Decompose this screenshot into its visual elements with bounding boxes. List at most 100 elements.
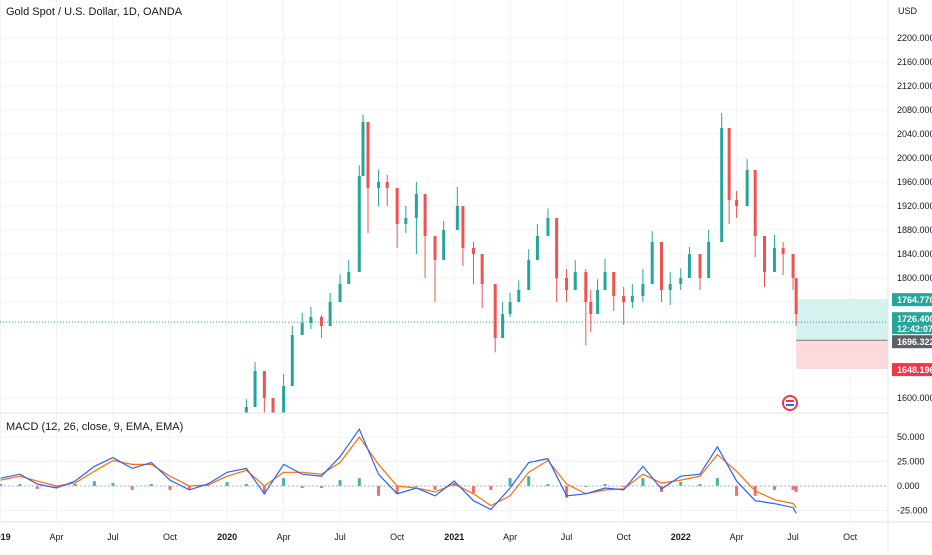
- candle-body[interactable]: [707, 242, 711, 278]
- candle-body[interactable]: [385, 182, 389, 188]
- macd-histogram-bar[interactable]: [679, 482, 683, 486]
- macd-histogram-bar[interactable]: [735, 486, 739, 496]
- macd-histogram-bar[interactable]: [282, 478, 286, 486]
- candle-body[interactable]: [668, 284, 672, 290]
- macd-histogram-bar[interactable]: [395, 486, 399, 494]
- candle-body[interactable]: [753, 170, 757, 236]
- candle-body[interactable]: [300, 323, 304, 335]
- candle-body[interactable]: [698, 254, 702, 278]
- candle-body[interactable]: [501, 314, 505, 338]
- candle-body[interactable]: [262, 371, 266, 398]
- candle-body[interactable]: [455, 206, 459, 230]
- candle-body[interactable]: [290, 335, 294, 386]
- macd-histogram-bar[interactable]: [187, 486, 191, 490]
- stop-loss-zone[interactable]: [796, 340, 888, 370]
- flag-icon[interactable]: [782, 395, 798, 411]
- macd-histogram-bar[interactable]: [489, 486, 493, 490]
- candle-body[interactable]: [404, 218, 408, 224]
- candle-body[interactable]: [338, 284, 342, 302]
- macd-plot[interactable]: [0, 427, 888, 514]
- macd-histogram-bar[interactable]: [471, 486, 475, 493]
- candle-body[interactable]: [366, 122, 370, 188]
- candle-body[interactable]: [535, 236, 539, 260]
- candle-body[interactable]: [772, 248, 776, 272]
- macd-histogram-bar[interactable]: [300, 486, 304, 488]
- candle-body[interactable]: [565, 278, 569, 290]
- candle-body[interactable]: [271, 398, 275, 422]
- candle-body[interactable]: [361, 122, 365, 176]
- candle-body[interactable]: [493, 284, 497, 338]
- macd-signal-line[interactable]: [0, 435, 797, 508]
- candle-body[interactable]: [253, 371, 257, 407]
- candle-body[interactable]: [395, 188, 399, 224]
- macd-histogram-bar[interactable]: [508, 478, 512, 486]
- candle-body[interactable]: [794, 278, 798, 314]
- macd-line[interactable]: [0, 427, 797, 514]
- macd-histogram-bar[interactable]: [546, 484, 550, 486]
- macd-histogram-bar[interactable]: [73, 484, 77, 486]
- macd-histogram-bar[interactable]: [622, 486, 626, 487]
- candle-body[interactable]: [309, 317, 313, 323]
- macd-histogram-bar[interactable]: [527, 476, 531, 486]
- candle-body[interactable]: [433, 236, 437, 260]
- candle-body[interactable]: [679, 278, 683, 284]
- macd-histogram-bar[interactable]: [791, 486, 795, 490]
- candle-body[interactable]: [641, 284, 645, 296]
- macd-histogram-bar[interactable]: [715, 478, 719, 486]
- candle-body[interactable]: [727, 128, 731, 200]
- candle-body[interactable]: [377, 182, 381, 188]
- candle-body[interactable]: [763, 236, 767, 272]
- macd-histogram-bar[interactable]: [319, 486, 323, 488]
- candle-body[interactable]: [319, 317, 323, 326]
- candle-body[interactable]: [357, 176, 361, 272]
- macd-histogram-bar[interactable]: [698, 484, 702, 486]
- macd-histogram-bar[interactable]: [54, 486, 58, 488]
- candle-body[interactable]: [720, 128, 724, 242]
- candle-body[interactable]: [508, 302, 512, 314]
- macd-histogram-bar[interactable]: [244, 484, 248, 486]
- candle-body[interactable]: [687, 254, 691, 278]
- macd-histogram-bar[interactable]: [641, 478, 645, 486]
- candle-body[interactable]: [414, 194, 418, 218]
- candle-body[interactable]: [735, 200, 739, 206]
- candle-body[interactable]: [442, 230, 446, 260]
- candle-body[interactable]: [328, 302, 332, 326]
- candle-body[interactable]: [347, 272, 351, 284]
- candle-body[interactable]: [282, 386, 286, 422]
- candle-body[interactable]: [612, 272, 616, 296]
- macd-histogram-bar[interactable]: [772, 486, 776, 490]
- macd-histogram-bar[interactable]: [168, 486, 172, 490]
- candle-body[interactable]: [630, 296, 634, 302]
- candle-body[interactable]: [781, 248, 785, 254]
- macd-histogram-bar[interactable]: [111, 483, 115, 486]
- macd-histogram-bar[interactable]: [433, 486, 437, 490]
- candle-body[interactable]: [546, 218, 550, 236]
- candle-body[interactable]: [480, 254, 484, 284]
- position-zones[interactable]: [0, 299, 888, 370]
- macd-histogram-bar[interactable]: [794, 486, 798, 492]
- economic-event-marker[interactable]: [782, 395, 798, 411]
- take-profit-zone[interactable]: [796, 299, 888, 341]
- macd-histogram-bar[interactable]: [338, 480, 342, 486]
- candle-body[interactable]: [650, 242, 654, 284]
- macd-histogram-bar[interactable]: [225, 482, 229, 486]
- macd-histogram-bar[interactable]: [18, 484, 22, 486]
- candle-body[interactable]: [596, 290, 600, 314]
- macd-histogram-bar[interactable]: [377, 486, 381, 496]
- candle-body[interactable]: [589, 302, 593, 314]
- candle-body[interactable]: [603, 272, 607, 290]
- candle-body[interactable]: [584, 272, 588, 302]
- candle-body[interactable]: [745, 170, 749, 206]
- candle-body[interactable]: [244, 407, 248, 422]
- candle-body[interactable]: [555, 218, 559, 278]
- macd-histogram-bar[interactable]: [149, 484, 153, 486]
- candle-body[interactable]: [791, 254, 795, 278]
- macd-histogram-bar[interactable]: [603, 484, 607, 486]
- macd-histogram-bar[interactable]: [130, 486, 134, 490]
- macd-histogram-bar[interactable]: [262, 486, 266, 494]
- candle-body[interactable]: [573, 272, 577, 290]
- candle-body[interactable]: [660, 242, 664, 290]
- macd-histogram-bar[interactable]: [92, 481, 96, 486]
- macd-histogram-bar[interactable]: [565, 486, 569, 498]
